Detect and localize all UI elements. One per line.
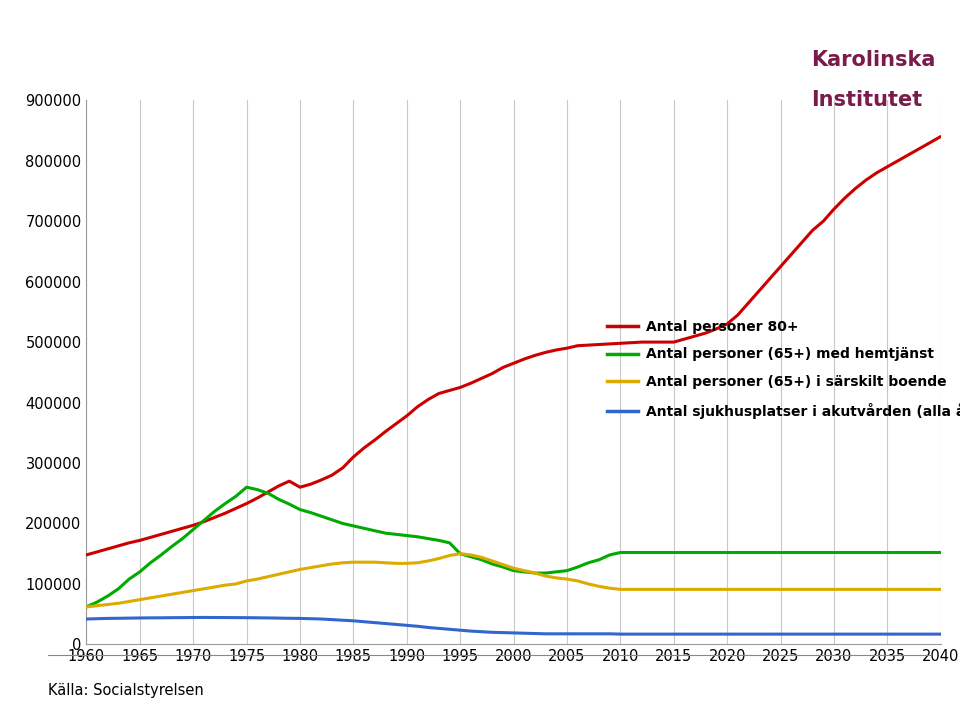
Text: Källa: Socialstyrelsen: Källa: Socialstyrelsen xyxy=(48,683,204,698)
Text: Institutet: Institutet xyxy=(811,90,923,110)
Legend: Antal personer 80+, Antal personer (65+) med hemtjänst, Antal personer (65+) i s: Antal personer 80+, Antal personer (65+)… xyxy=(602,314,960,425)
Text: Karolinska: Karolinska xyxy=(811,50,936,70)
